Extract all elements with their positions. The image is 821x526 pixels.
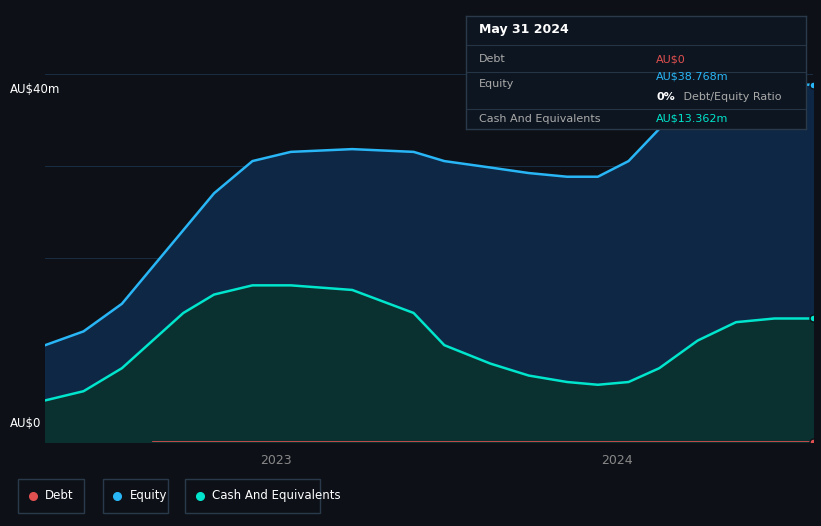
Text: Debt: Debt	[479, 54, 506, 64]
Text: 2023: 2023	[259, 454, 291, 467]
Text: Cash And Equivalents: Cash And Equivalents	[479, 114, 601, 124]
Bar	[18, 479, 84, 513]
Text: 0%: 0%	[656, 92, 675, 102]
Text: Debt/Equity Ratio: Debt/Equity Ratio	[680, 92, 782, 102]
Text: AU$13.362m: AU$13.362m	[656, 114, 729, 124]
Text: AU$0: AU$0	[656, 54, 686, 64]
Bar	[185, 479, 320, 513]
Text: Equity: Equity	[479, 78, 515, 89]
Text: Debt: Debt	[45, 489, 74, 502]
Bar	[103, 479, 168, 513]
Text: AU$0: AU$0	[10, 417, 41, 430]
Text: AU$38.768m: AU$38.768m	[656, 72, 729, 82]
Text: Equity: Equity	[130, 489, 167, 502]
Text: 2024: 2024	[601, 454, 633, 467]
Text: Cash And Equivalents: Cash And Equivalents	[212, 489, 341, 502]
Text: AU$40m: AU$40m	[10, 83, 60, 96]
Text: May 31 2024: May 31 2024	[479, 24, 569, 36]
